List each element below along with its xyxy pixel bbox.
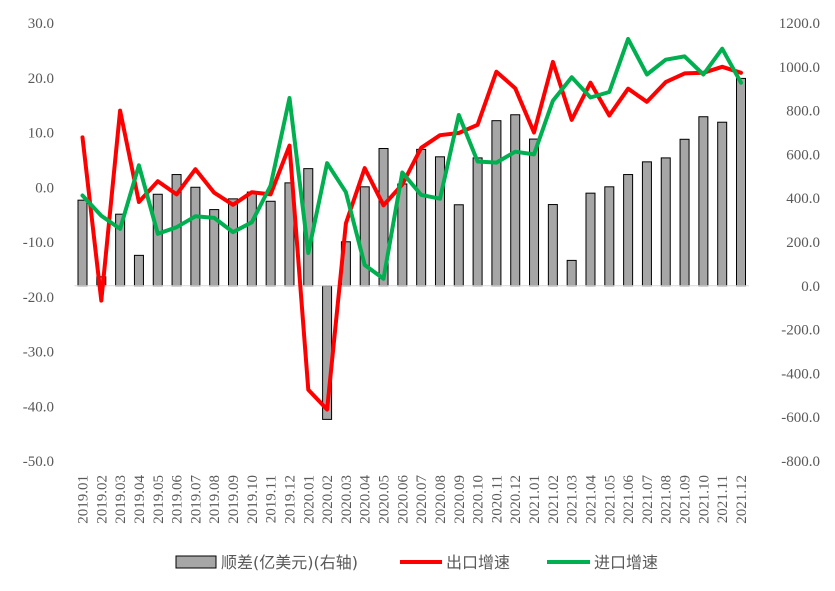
x-tick-label: 2020.03	[339, 475, 355, 524]
x-tick-label: 2020.07	[414, 475, 430, 524]
x-tick-label: 2019.10	[245, 475, 261, 524]
x-tick-label: 2019.11	[264, 475, 280, 523]
right-tick-label: 1200.0	[779, 16, 820, 32]
right-axis-ticks: 1200.0 1000.0 800.0 600.0 400.0 200.0 0.0 -200.…	[779, 16, 820, 470]
x-tick-label: 2019.09	[226, 475, 242, 524]
surplus-bar	[679, 138, 690, 287]
surplus-bar	[510, 114, 521, 287]
right-tick-label: -200.0	[781, 323, 820, 339]
x-tick-label: 2020.11	[489, 475, 505, 523]
x-tick-label: 2021.06	[621, 475, 637, 524]
surplus-bar	[77, 199, 88, 287]
x-tick-label: 2019.08	[207, 475, 223, 524]
surplus-bar	[604, 186, 615, 287]
legend-label-export: 出口增速	[446, 553, 510, 572]
left-tick-label: -30.0	[23, 345, 54, 361]
x-tick-label: 2021.03	[565, 475, 581, 524]
x-tick-label: 2020.06	[395, 475, 411, 524]
x-tick-label: 2019.06	[170, 475, 186, 524]
right-tick-label: 1000.0	[779, 60, 820, 76]
left-tick-label: -40.0	[23, 399, 54, 415]
x-tick-label: 2020.02	[320, 475, 336, 524]
x-tick-label: 2021.02	[546, 475, 562, 524]
x-tick-label: 2021.09	[678, 475, 694, 524]
x-tick-label: 2020.09	[452, 475, 468, 524]
x-tick-label: 2020.12	[508, 475, 524, 524]
surplus-bar	[190, 186, 201, 287]
x-tick-label: 2019.07	[188, 475, 204, 524]
legend-label-import: 进口增速	[594, 553, 658, 572]
x-tick-label: 2019.03	[113, 475, 129, 524]
right-tick-label: -800.0	[781, 454, 820, 470]
right-tick-label: 200.0	[786, 235, 820, 251]
left-tick-label: 20.0	[28, 71, 54, 87]
surplus-bar	[472, 157, 483, 287]
x-tick-label: 2019.04	[132, 475, 148, 524]
left-axis-ticks: 30.0 20.0 10.0 0.0 -10.0 -20.0 -30.0 -40.0 -50.0	[23, 16, 54, 470]
surplus-bar	[529, 138, 540, 287]
right-tick-label: 0.0	[801, 279, 820, 295]
import-growth-line	[80, 36, 743, 281]
surplus-bar	[265, 200, 276, 287]
x-tick-label: 2021.07	[640, 475, 656, 524]
x-tick-label: 2019.01	[76, 475, 92, 524]
left-tick-label: -20.0	[23, 290, 54, 306]
x-tick-label: 2020.01	[301, 475, 317, 524]
right-tick-label: 600.0	[786, 147, 820, 163]
left-tick-label: -50.0	[23, 454, 54, 470]
x-tick-label: 2021.04	[583, 475, 599, 524]
right-tick-label: 800.0	[786, 104, 820, 120]
x-tick-label: 2020.04	[358, 475, 374, 524]
x-tick-label: 2020.08	[433, 475, 449, 524]
surplus-bar	[359, 186, 370, 287]
left-tick-label: -10.0	[23, 235, 54, 251]
surplus-bar	[228, 198, 239, 287]
legend: 顺差(亿美元)(右轴) 出口增速 进口增速	[175, 553, 658, 572]
surplus-bars	[77, 77, 746, 420]
surplus-bar	[585, 192, 596, 287]
surplus-bar	[152, 193, 163, 287]
x-tick-label: 2021.01	[527, 475, 543, 524]
surplus-bar	[416, 148, 427, 287]
surplus-bar	[133, 254, 144, 287]
left-tick-label: 10.0	[28, 126, 54, 142]
right-tick-label: 400.0	[786, 191, 820, 207]
left-tick-label: 30.0	[28, 16, 54, 32]
x-tick-label: 2021.12	[734, 475, 750, 524]
surplus-bar	[717, 121, 728, 287]
surplus-bar	[246, 191, 257, 287]
surplus-bar	[547, 204, 558, 287]
legend-swatch-surplus	[175, 555, 217, 569]
x-tick-label: 2019.12	[282, 475, 298, 524]
growth-lines	[80, 36, 743, 412]
surplus-bar	[453, 204, 464, 287]
surplus-bar	[698, 116, 709, 287]
surplus-bar	[566, 259, 577, 287]
surplus-bar	[641, 161, 652, 287]
surplus-bar	[660, 157, 671, 287]
left-tick-label: 0.0	[35, 180, 54, 196]
surplus-bar	[736, 77, 746, 287]
legend-label-surplus: 顺差(亿美元)(右轴)	[221, 553, 358, 572]
x-tick-label: 2021.08	[659, 475, 675, 524]
x-tick-label: 2021.05	[602, 475, 618, 524]
x-tick-label: 2021.11	[715, 475, 731, 523]
x-tick-label: 2020.05	[377, 475, 393, 524]
x-axis-ticks: 2019.01 2019.02 2019.03 2019.04 2019.05 2019.…	[76, 475, 751, 524]
x-tick-label: 2019.05	[151, 475, 167, 524]
right-tick-label: -400.0	[781, 366, 820, 382]
surplus-bar	[491, 120, 502, 287]
export-growth-line	[80, 59, 743, 412]
x-tick-label: 2019.02	[94, 475, 110, 524]
right-tick-label: -600.0	[781, 410, 820, 426]
x-tick-label: 2021.10	[696, 475, 712, 524]
x-tick-label: 2020.10	[471, 475, 487, 524]
surplus-bar	[623, 174, 634, 287]
